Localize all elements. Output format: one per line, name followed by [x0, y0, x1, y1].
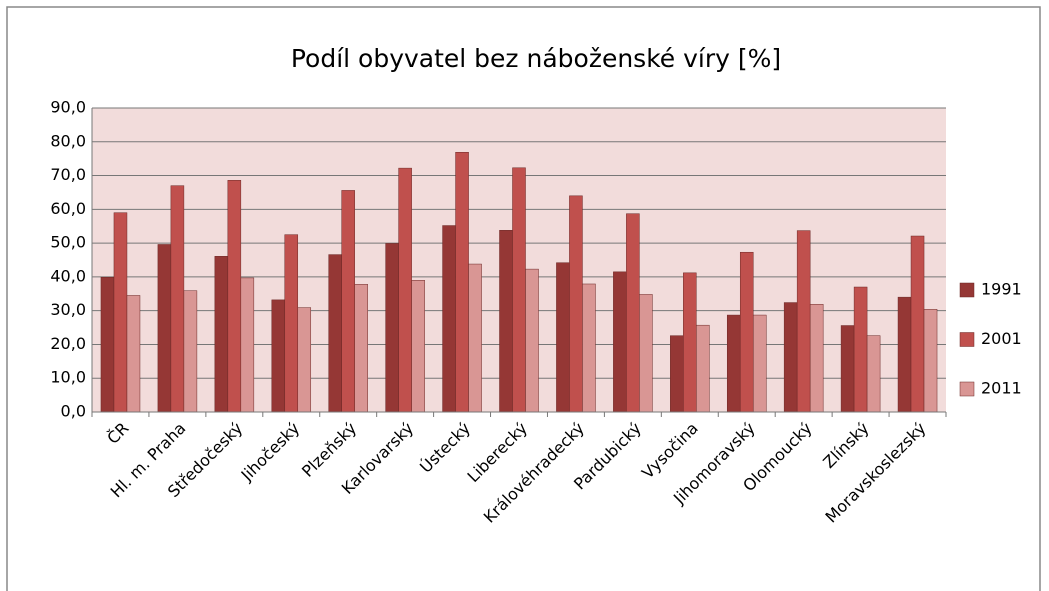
legend-label: 2011	[981, 379, 1022, 398]
bar	[569, 195, 583, 413]
y-tick-label: 90,0	[50, 98, 86, 117]
bar	[297, 307, 312, 413]
bar	[398, 167, 412, 413]
bar	[100, 276, 115, 413]
y-tick-label: 0,0	[61, 402, 86, 421]
bar	[696, 324, 710, 413]
bar	[240, 277, 255, 413]
bar	[923, 309, 938, 413]
bar	[840, 325, 855, 413]
bar	[214, 256, 229, 413]
bar	[284, 234, 299, 413]
bar	[670, 335, 684, 413]
bar	[354, 284, 368, 413]
legend-swatch	[959, 381, 975, 397]
legend-label: 2001	[981, 329, 1022, 348]
bar	[455, 151, 469, 413]
bar	[525, 268, 539, 413]
bar	[783, 302, 798, 413]
legend-swatch	[959, 332, 975, 347]
bar	[910, 235, 925, 413]
bar	[726, 314, 741, 413]
y-tick-label: 10,0	[50, 368, 86, 387]
bar	[157, 244, 172, 413]
bar	[739, 251, 754, 413]
bar	[328, 254, 342, 413]
bar	[639, 294, 653, 413]
bar	[752, 314, 767, 413]
bar	[468, 263, 482, 413]
y-tick-label: 30,0	[50, 300, 86, 319]
bar	[897, 296, 912, 413]
bar	[512, 167, 526, 413]
bar	[271, 299, 286, 413]
bar	[499, 230, 513, 413]
bar	[442, 225, 456, 413]
legend-label: 1991	[981, 280, 1022, 299]
chart-title: Podíl obyvatel bez náboženské víry [%]	[291, 44, 781, 73]
bar	[113, 212, 128, 413]
bar	[626, 213, 640, 413]
bar	[809, 303, 824, 413]
bar	[183, 290, 198, 413]
y-tick-label: 70,0	[50, 165, 86, 184]
bar	[385, 243, 399, 413]
bar	[683, 272, 697, 413]
y-tick-label: 40,0	[50, 266, 86, 285]
bar	[796, 230, 811, 413]
bar	[227, 180, 242, 413]
bar	[341, 190, 355, 413]
bar	[582, 283, 596, 413]
bar	[853, 286, 868, 413]
bar	[170, 185, 185, 413]
bar	[411, 280, 425, 413]
y-tick-label: 50,0	[50, 233, 86, 252]
legend-swatch	[959, 282, 975, 298]
y-tick-label: 20,0	[50, 334, 86, 353]
bar	[126, 295, 141, 413]
bar	[613, 271, 627, 413]
bar	[556, 262, 570, 413]
bar	[866, 335, 881, 413]
y-tick-label: 60,0	[50, 199, 86, 218]
y-tick-label: 80,0	[50, 131, 86, 150]
